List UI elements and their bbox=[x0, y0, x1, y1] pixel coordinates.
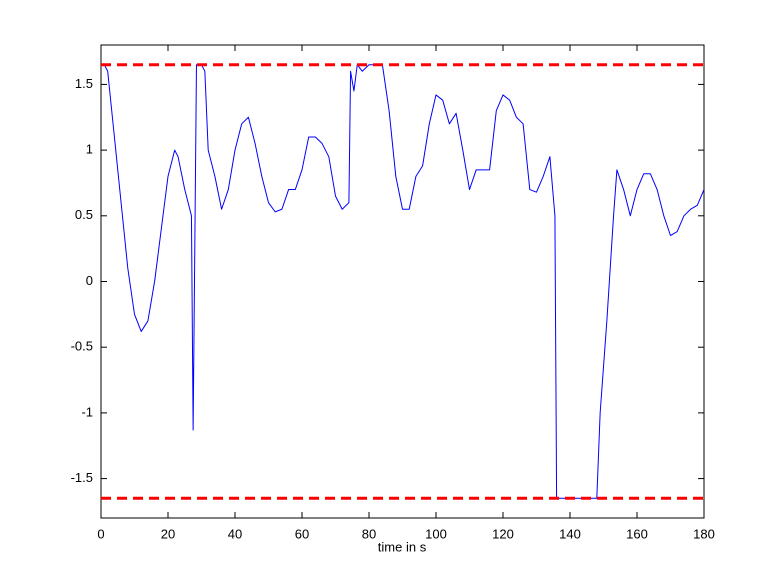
x-tick-label: 120 bbox=[492, 526, 514, 541]
data-line bbox=[103, 64, 705, 499]
x-tick-label: 20 bbox=[161, 526, 175, 541]
x-tick-label: 80 bbox=[362, 526, 376, 541]
y-tick-label: 1.5 bbox=[75, 76, 93, 91]
x-tick-label: 60 bbox=[295, 526, 309, 541]
x-tick-label: 140 bbox=[559, 526, 581, 541]
y-tick-label: 0 bbox=[86, 273, 93, 288]
x-tick-label: 40 bbox=[228, 526, 242, 541]
x-tick-label: 0 bbox=[97, 526, 104, 541]
y-tick-label: 0.5 bbox=[75, 207, 93, 222]
x-tick-label: 100 bbox=[425, 526, 447, 541]
x-tick-label: 160 bbox=[626, 526, 648, 541]
x-axis-label: time in s bbox=[378, 539, 427, 554]
x-tick-label: 180 bbox=[693, 526, 715, 541]
y-tick-label: -1.5 bbox=[71, 470, 93, 485]
y-tick-label: 1 bbox=[86, 142, 93, 157]
y-tick-label: -1 bbox=[81, 404, 93, 419]
y-tick-label: -0.5 bbox=[71, 339, 93, 354]
